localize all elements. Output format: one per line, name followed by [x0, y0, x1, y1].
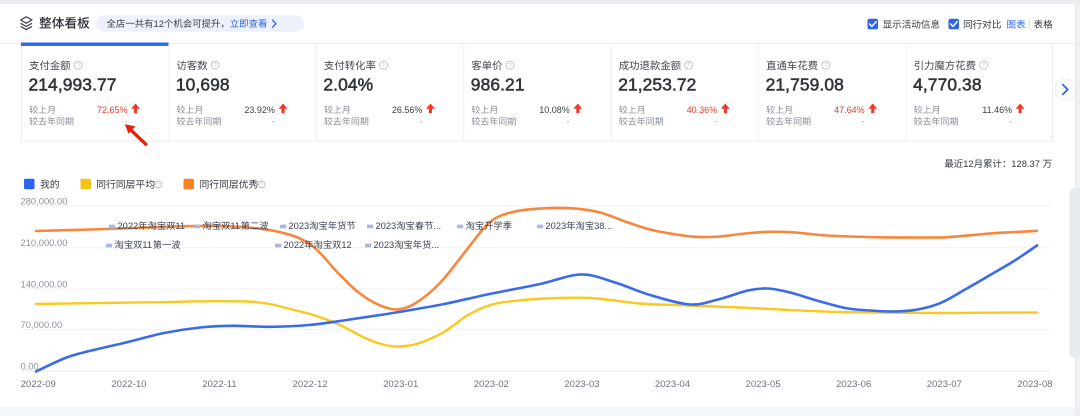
- svg-text:26.56%: 26.56%: [392, 105, 423, 115]
- svg-text:-: -: [124, 116, 127, 127]
- svg-text:986.21: 986.21: [471, 74, 525, 94]
- svg-text:2023-07: 2023-07: [927, 379, 962, 390]
- svg-text:?: ?: [982, 63, 985, 69]
- svg-text:47.64%: 47.64%: [834, 105, 865, 115]
- svg-text:210,000.00: 210,000.00: [21, 237, 68, 248]
- svg-text:2023-03: 2023-03: [564, 379, 599, 390]
- svg-text:-: -: [419, 116, 422, 127]
- svg-text:2023: 2023: [374, 240, 395, 250]
- svg-text:70,000.00: 70,000.00: [21, 319, 63, 330]
- svg-text:2023: 2023: [376, 221, 397, 231]
- svg-text:-: -: [272, 116, 275, 127]
- svg-text:12: 12: [154, 18, 164, 29]
- svg-text:11: 11: [230, 221, 240, 231]
- svg-text:10,698: 10,698: [176, 74, 230, 94]
- svg-text:214,993.77: 214,993.77: [29, 74, 117, 94]
- svg-text:2023-02: 2023-02: [474, 379, 509, 390]
- svg-text:11: 11: [175, 221, 185, 231]
- svg-text:?: ?: [77, 63, 80, 69]
- svg-text:-: -: [567, 116, 570, 127]
- svg-text:...: ...: [433, 221, 441, 231]
- svg-text:2023-06: 2023-06: [836, 379, 871, 390]
- svg-text:?: ?: [157, 182, 160, 188]
- svg-text:?: ?: [214, 63, 217, 69]
- svg-text:2023-01: 2023-01: [383, 379, 418, 390]
- svg-text:...: ...: [431, 240, 439, 250]
- svg-text:38...: 38...: [594, 221, 612, 231]
- svg-text:2023-08: 2023-08: [1017, 379, 1052, 390]
- svg-text:?: ?: [260, 182, 263, 188]
- svg-text:23.92%: 23.92%: [244, 105, 275, 115]
- svg-text:0.00: 0.00: [21, 360, 39, 371]
- svg-text:2023-04: 2023-04: [655, 379, 691, 390]
- svg-text:-: -: [714, 116, 717, 127]
- svg-text:2022-11: 2022-11: [202, 379, 237, 390]
- svg-text:11.46%: 11.46%: [982, 105, 1012, 115]
- svg-text:21,759.08: 21,759.08: [766, 74, 844, 94]
- svg-text:2022-10: 2022-10: [111, 379, 146, 390]
- svg-text:2023-05: 2023-05: [745, 379, 780, 390]
- svg-text:40.36%: 40.36%: [687, 105, 718, 115]
- svg-text:?: ?: [687, 63, 690, 69]
- svg-text:?: ?: [382, 63, 385, 69]
- svg-text:?: ?: [509, 63, 512, 69]
- svg-text:?: ?: [824, 63, 827, 69]
- svg-text:2.04%: 2.04%: [323, 74, 373, 94]
- svg-text:12: 12: [963, 158, 973, 169]
- svg-text:12: 12: [341, 240, 351, 250]
- svg-text:10.08%: 10.08%: [539, 105, 570, 115]
- svg-text:-: -: [861, 116, 864, 127]
- svg-text:280,000.00: 280,000.00: [21, 195, 68, 206]
- svg-text:2022: 2022: [118, 221, 139, 231]
- svg-text:128.37: 128.37: [1011, 158, 1040, 169]
- svg-text:-: -: [1009, 116, 1012, 127]
- svg-text:2023: 2023: [289, 221, 310, 231]
- svg-text:21,253.72: 21,253.72: [618, 74, 696, 94]
- svg-text:2022: 2022: [284, 240, 305, 250]
- svg-text:140,000.00: 140,000.00: [21, 278, 68, 289]
- svg-text:4,770.38: 4,770.38: [913, 74, 982, 94]
- svg-text:11: 11: [142, 240, 152, 250]
- svg-text:2022-12: 2022-12: [292, 379, 327, 390]
- svg-text:2022-09: 2022-09: [21, 379, 56, 390]
- svg-text:72.65%: 72.65%: [97, 105, 128, 115]
- svg-text:2023: 2023: [546, 221, 567, 231]
